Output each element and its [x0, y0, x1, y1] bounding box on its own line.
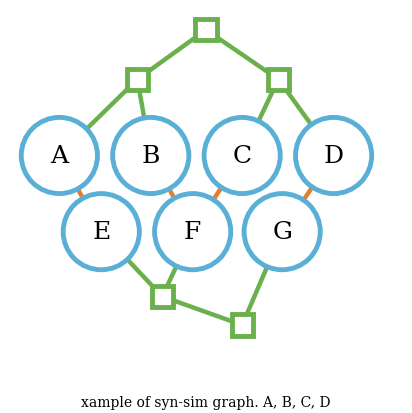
Bar: [152, 286, 173, 307]
Text: E: E: [92, 221, 110, 244]
Circle shape: [63, 194, 139, 270]
Text: xample of syn-sim graph. A, B, C, D: xample of syn-sim graph. A, B, C, D: [81, 395, 331, 409]
Bar: [268, 69, 289, 91]
Bar: [127, 69, 148, 91]
Circle shape: [244, 194, 320, 270]
Text: D: D: [323, 145, 344, 168]
Circle shape: [21, 118, 98, 194]
Circle shape: [204, 118, 280, 194]
Text: B: B: [142, 145, 160, 168]
Circle shape: [154, 194, 231, 270]
Circle shape: [295, 118, 372, 194]
Bar: [232, 315, 253, 336]
Text: A: A: [50, 145, 68, 168]
Bar: [195, 20, 217, 41]
Text: G: G: [272, 221, 292, 244]
Circle shape: [113, 118, 189, 194]
Text: F: F: [184, 221, 201, 244]
Text: C: C: [233, 145, 252, 168]
